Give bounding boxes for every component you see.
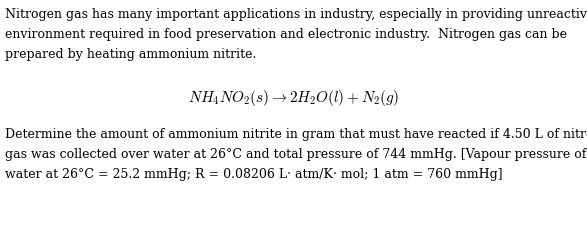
Text: water at 26°C = 25.2 mmHg; R = 0.08206 L· atm/K· mol; 1 atm = 760 mmHg]: water at 26°C = 25.2 mmHg; R = 0.08206 L… bbox=[5, 168, 502, 181]
Text: prepared by heating ammonium nitrite.: prepared by heating ammonium nitrite. bbox=[5, 48, 257, 61]
Text: Determine the amount of ammonium nitrite in gram that must have reacted if 4.50 : Determine the amount of ammonium nitrite… bbox=[5, 128, 587, 141]
Text: environment required in food preservation and electronic industry.  Nitrogen gas: environment required in food preservatio… bbox=[5, 28, 567, 41]
Text: $NH_4NO_2(s) \rightarrow 2H_2O(l) + N_2(g)$: $NH_4NO_2(s) \rightarrow 2H_2O(l) + N_2(… bbox=[188, 88, 399, 108]
Text: gas was collected over water at 26°C and total pressure of 744 mmHg. [Vapour pre: gas was collected over water at 26°C and… bbox=[5, 148, 586, 161]
Text: Nitrogen gas has many important applications in industry, especially in providin: Nitrogen gas has many important applicat… bbox=[5, 8, 587, 21]
